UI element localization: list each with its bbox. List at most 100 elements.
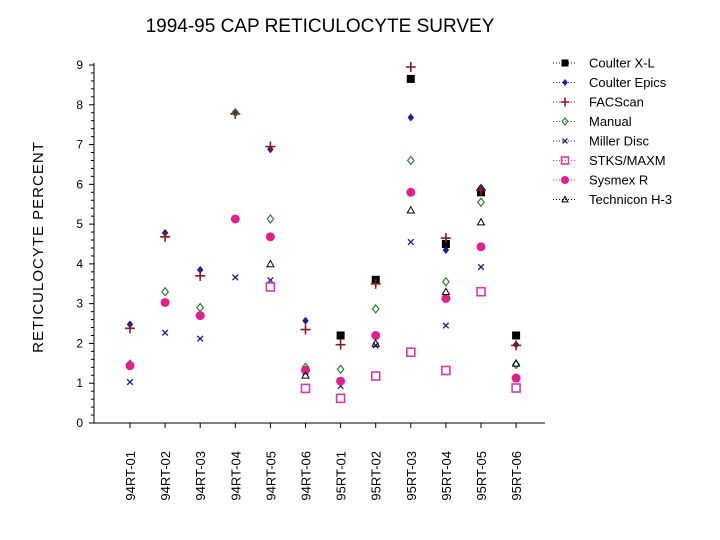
data-points	[125, 61, 522, 404]
series-coulter-x-l	[336, 74, 521, 340]
legend-item-manual: Manual	[553, 114, 632, 129]
data-point-coulter-epics	[407, 113, 414, 122]
data-point-miller-disc	[407, 238, 415, 246]
series-miller-disc	[126, 238, 520, 390]
x-tick-label: 94RT-04	[228, 451, 243, 501]
y-tick-label: 9	[76, 58, 83, 72]
data-point-facscan	[160, 231, 171, 242]
data-point-technicon-h-3	[266, 259, 275, 268]
x-tick-label: 95RT-04	[439, 451, 454, 501]
data-point-manual	[371, 303, 380, 314]
x-tick-labels: 94RT-01 94RT-02 94RT-03 94RT-04 94RT-05 94RT-…	[123, 451, 524, 501]
data-point-technicon-h-3	[301, 370, 310, 379]
legend-marker	[560, 97, 570, 107]
y-tick-label: 2	[76, 336, 83, 350]
legend-marker	[560, 156, 570, 165]
y-tick-label: 7	[76, 138, 83, 152]
y-axis-label: RETICULOCYTE PERCENT	[30, 141, 47, 353]
legend-item-stks-maxm: STKS/MAXM	[553, 153, 666, 168]
x-tick-label: 95RT-03	[404, 451, 419, 501]
data-point-manual	[406, 155, 415, 166]
data-point-sysmex-r	[511, 373, 521, 383]
legend-item-sysmex-r: Sysmex R	[553, 173, 648, 188]
data-point-miller-disc	[161, 329, 169, 336]
legend-marker	[561, 195, 569, 203]
data-point-stks-maxm	[370, 371, 381, 381]
data-point-facscan	[370, 278, 381, 289]
y-tick-label: 3	[76, 297, 83, 311]
data-point-manual	[441, 276, 450, 287]
legend: Coulter X-L Coulter Epics FACScan Manual Mil…	[553, 56, 672, 207]
data-point-coulter-epics	[302, 316, 309, 325]
data-point-facscan	[335, 339, 346, 350]
data-point-stks-maxm	[405, 347, 416, 357]
data-point-facscan	[511, 340, 522, 351]
data-point-coulter-x-l	[441, 240, 450, 248]
data-point-stks-maxm	[441, 365, 451, 376]
legend-item-miller-disc: Miller Disc	[553, 134, 649, 149]
data-point-sysmex-r	[195, 311, 205, 321]
x-tick-label: 95RT-06	[509, 451, 524, 501]
y-tick-label: 1	[76, 376, 83, 390]
data-point-manual	[266, 213, 275, 224]
legend-marker	[562, 138, 568, 144]
data-point-technicon-h-3	[441, 287, 451, 296]
legend-item-technicon-h-3: Technicon H-3	[553, 192, 672, 207]
legend-item-coulter-x-l: Coulter X-L	[553, 56, 655, 71]
data-point-stks-maxm	[300, 383, 311, 394]
legend-label: Coulter X-L	[589, 56, 655, 71]
data-point-manual	[161, 286, 170, 297]
legend-label: Coulter Epics	[589, 75, 667, 90]
data-point-stks-maxm	[476, 286, 486, 297]
data-point-facscan	[300, 324, 311, 335]
legend-marker	[561, 59, 569, 67]
x-tick-label: 95RT-02	[369, 451, 384, 501]
data-point-coulter-x-l	[336, 331, 345, 340]
data-point-coulter-x-l	[512, 331, 521, 340]
y-tick-label: 4	[76, 257, 83, 271]
data-point-sysmex-r	[230, 214, 240, 224]
data-point-sysmex-r	[301, 365, 310, 375]
y-tick-label: 8	[76, 98, 83, 112]
axes	[89, 63, 545, 428]
x-tick-label: 95RT-01	[334, 451, 349, 501]
legend-label: Technicon H-3	[589, 192, 672, 207]
data-point-coulter-epics	[442, 245, 450, 254]
legend-label: STKS/MAXM	[589, 153, 666, 168]
series-sysmex-r	[125, 187, 521, 386]
data-point-stks-maxm	[265, 282, 276, 292]
data-point-facscan	[440, 233, 451, 244]
data-point-sysmex-r	[265, 232, 275, 242]
data-point-manual	[477, 197, 485, 208]
data-point-technicon-h-3	[476, 217, 486, 226]
data-point-facscan	[476, 185, 486, 196]
data-point-miller-disc	[232, 274, 239, 281]
data-point-miller-disc	[477, 263, 485, 271]
data-point-sysmex-r	[336, 376, 346, 386]
data-point-facscan	[405, 61, 416, 72]
legend-marker	[562, 79, 568, 86]
data-point-miller-disc	[267, 276, 274, 284]
data-point-sysmex-r	[406, 187, 416, 197]
series-manual	[126, 107, 521, 375]
x-tick-label: 94RT-03	[193, 451, 208, 501]
data-point-coulter-epics	[197, 265, 204, 274]
x-tick-label: 94RT-05	[263, 451, 278, 501]
data-point-manual	[231, 107, 240, 118]
chart-title: 1994-95 CAP RETICULOCYTE SURVEY	[146, 16, 495, 37]
data-point-facscan	[125, 323, 135, 334]
x-tick-label: 94RT-06	[299, 451, 314, 501]
data-point-sysmex-r	[160, 297, 170, 307]
data-point-coulter-x-l	[406, 74, 415, 83]
legend-label: Sysmex R	[589, 173, 648, 188]
data-point-technicon-h-3	[406, 205, 416, 214]
series-coulter-epics	[126, 107, 520, 349]
data-point-manual	[336, 364, 345, 375]
data-point-sysmex-r	[441, 293, 451, 303]
data-point-technicon-h-3	[511, 358, 521, 367]
series-facscan	[125, 61, 522, 351]
legend-item-coulter-epics: Coulter Epics	[553, 75, 667, 90]
data-point-stks-maxm	[335, 393, 346, 404]
legend-label: FACScan	[589, 95, 644, 110]
